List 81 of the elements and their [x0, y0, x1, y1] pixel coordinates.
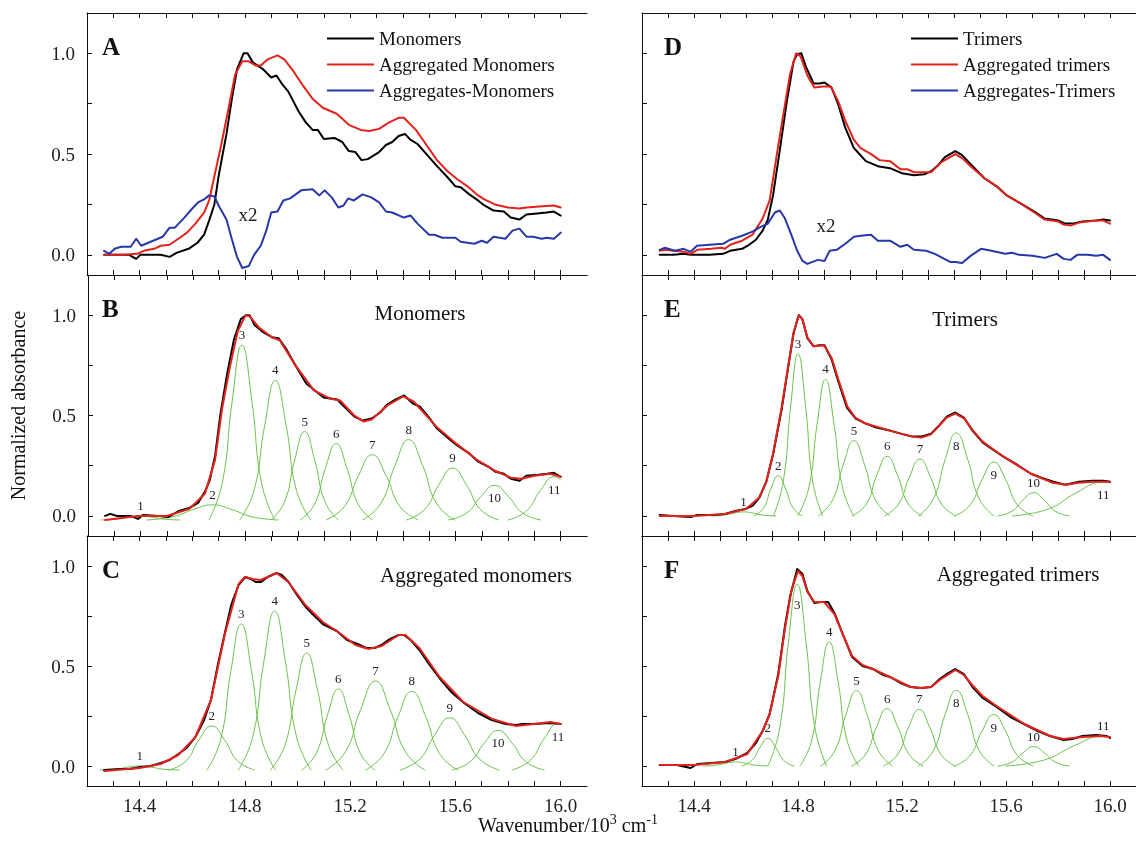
series-label: 4 — [272, 362, 280, 378]
text: E — [664, 295, 681, 322]
y-tick-label: 1.0 — [52, 304, 76, 326]
series-label: 4 — [271, 593, 279, 608]
text: D — [664, 33, 683, 60]
y-tick-label: 1.0 — [51, 555, 75, 577]
series-label: 6 — [883, 690, 891, 706]
text: C — [102, 556, 121, 583]
x-tick-label: 15.6 — [989, 795, 1023, 816]
series-label: 11 — [1096, 718, 1110, 734]
series-label: 1 — [137, 497, 144, 513]
text: F — [664, 556, 680, 583]
x-tick-label: 14.4 — [123, 795, 157, 816]
legend-label: Aggregates-Trimers — [963, 80, 1116, 101]
series-label: 3 — [237, 606, 245, 621]
x-tick-label: 16.0 — [1093, 795, 1127, 816]
series-label: 3 — [238, 327, 246, 343]
text: Aggregated monomers — [380, 562, 572, 587]
y-tick-label: 0.0 — [52, 505, 76, 527]
text: Trimers — [932, 306, 998, 331]
legend-label: Aggregated trimers — [963, 54, 1111, 75]
series-label: 7 — [372, 663, 380, 678]
text: Aggregated trimers — [936, 561, 1100, 586]
series-label: 5 — [853, 672, 860, 688]
series-label: 9 — [449, 450, 456, 466]
text: Monomers — [374, 300, 466, 325]
series-label: 10 — [488, 490, 502, 506]
series-label: 3 — [794, 335, 802, 351]
series-label: 5 — [303, 635, 310, 650]
series-label: 10 — [1027, 474, 1041, 490]
text: B — [102, 295, 119, 322]
series-label: 11 — [551, 728, 565, 744]
annotation: x2 — [816, 214, 836, 236]
series-label: 9 — [446, 699, 453, 715]
series-label: 7 — [915, 691, 923, 707]
series-label: 6 — [332, 425, 340, 441]
annotation: x2 — [238, 203, 258, 225]
series-label: 2 — [764, 720, 772, 736]
y-tick-label: 0.5 — [51, 655, 75, 677]
series-label: 9 — [990, 467, 998, 483]
y-tick-label: 1.0 — [51, 42, 75, 64]
y-axis-title: Normalized absorbance — [7, 310, 29, 501]
series-label: 1 — [740, 493, 747, 509]
series-label: 8 — [405, 421, 412, 437]
series-label: 7 — [368, 436, 376, 452]
series-label: 8 — [953, 438, 960, 454]
series-label: 5 — [850, 422, 858, 438]
series-label: 7 — [916, 441, 924, 457]
x-tick-label: 14.8 — [228, 795, 262, 816]
series-label: 6 — [335, 671, 343, 686]
legend-label: Trimers — [963, 28, 1023, 49]
series-label: 2 — [208, 708, 215, 723]
y-tick-label: 0.5 — [51, 143, 75, 165]
series-label: 10 — [1027, 728, 1041, 744]
series-label: 5 — [301, 413, 308, 429]
series-label: 6 — [883, 438, 891, 454]
series-label: 4 — [822, 361, 830, 377]
series-label: 1 — [136, 748, 143, 763]
x-tick-label: 15.2 — [885, 795, 919, 816]
series-label: 4 — [825, 624, 833, 639]
series-label: 10 — [491, 735, 505, 751]
series-label: 3 — [793, 597, 801, 613]
legend-label: Aggregated Monomers — [379, 54, 555, 75]
series-label: 11 — [547, 481, 561, 497]
series-label: 11 — [1096, 487, 1110, 503]
x-tick-label: 15.6 — [438, 795, 473, 816]
series-label: 1 — [732, 744, 739, 759]
y-tick-label: 0.5 — [52, 405, 76, 427]
series-label: 8 — [408, 673, 415, 689]
series-label: 2 — [774, 457, 782, 473]
series-label: 8 — [953, 695, 960, 711]
y-tick-label: 0.0 — [51, 244, 75, 266]
text: A — [102, 33, 121, 60]
series-label: 2 — [209, 486, 216, 502]
series-label: 9 — [990, 719, 998, 735]
legend-label: Aggregates-Monomers — [379, 80, 555, 101]
y-tick-label: 0.0 — [51, 755, 75, 777]
x-tick-label: 14.8 — [781, 795, 815, 816]
x-tick-label: 14.4 — [677, 795, 712, 816]
legend-label: Monomers — [379, 28, 462, 49]
x-tick-label: 15.2 — [333, 795, 367, 816]
